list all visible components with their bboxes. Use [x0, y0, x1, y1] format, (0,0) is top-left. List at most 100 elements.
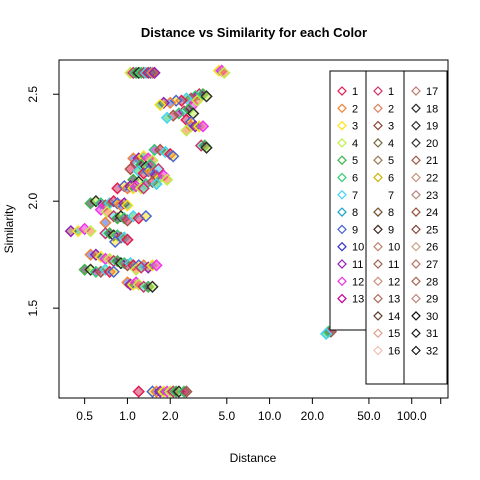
- legend-label: 27: [426, 259, 438, 271]
- legend-marker: [373, 293, 383, 304]
- data-point: [99, 216, 112, 229]
- legend-marker: [337, 172, 347, 183]
- legend-marker: [373, 224, 383, 235]
- legend-label: 1: [352, 86, 358, 98]
- legend-marker: [337, 138, 347, 148]
- legend-label: 10: [388, 242, 400, 254]
- legend-marker: [411, 224, 421, 235]
- legend: 1234567891011121312345678910111213141516…: [329, 70, 448, 385]
- data-point: [180, 385, 193, 398]
- legend-marker: [337, 224, 347, 235]
- data-point: [132, 385, 145, 398]
- legend-marker: [373, 189, 383, 200]
- legend-marker: [337, 293, 347, 304]
- legend-label: 8: [352, 207, 358, 219]
- legend-marker: [337, 155, 347, 166]
- legend-label: 19: [426, 121, 438, 133]
- legend-box: [329, 70, 369, 331]
- legend-label: 13: [388, 294, 400, 306]
- legend-marker: [411, 276, 421, 287]
- data-point: [154, 98, 167, 112]
- legend-marker: [411, 172, 421, 183]
- data-point: [167, 150, 180, 163]
- legend-marker: [411, 311, 421, 321]
- legend-label: 7: [352, 190, 358, 202]
- legend-label: 2: [352, 103, 358, 115]
- legend-marker: [411, 241, 421, 252]
- legend-label: 5: [352, 155, 358, 167]
- legend-label: 18: [426, 103, 438, 115]
- legend-label: 11: [388, 259, 399, 271]
- legend-label: 6: [388, 173, 394, 185]
- data-point: [150, 177, 163, 191]
- legend-label: 2: [388, 103, 394, 115]
- x-tick-label: 100.0: [397, 409, 427, 423]
- x-axis: 0.5 1.0 2.0 5.0 10.0 20.0 50.0 100.0: [76, 397, 442, 423]
- legend-marker: [337, 259, 347, 269]
- legend-label: 23: [426, 190, 438, 202]
- y-tick-label: 2.0: [26, 193, 40, 210]
- legend-label: 15: [388, 328, 400, 340]
- legend-label: 3: [352, 121, 358, 133]
- legend-marker: [337, 207, 347, 217]
- data-point: [150, 259, 163, 272]
- legend-label: 24: [426, 207, 438, 219]
- legend-label: 12: [388, 276, 400, 288]
- legend-marker: [411, 138, 421, 148]
- y-tick-label: 1.5: [26, 299, 40, 316]
- legend-label: 21: [426, 155, 438, 167]
- legend-marker: [337, 103, 347, 114]
- data-point: [218, 66, 231, 80]
- legend-label: 7: [388, 190, 394, 202]
- legend-label: 29: [426, 294, 438, 306]
- data-point: [319, 327, 333, 341]
- points-layer: [64, 64, 338, 398]
- data-point: [169, 94, 183, 107]
- legend-marker: [373, 172, 383, 183]
- x-tick-label: 2.0: [162, 409, 179, 423]
- legend-label: 13: [352, 294, 364, 306]
- legend-label: 22: [426, 173, 438, 185]
- legend-label: 6: [352, 173, 358, 185]
- y-axis: 1.5 2.0 2.5: [26, 86, 60, 316]
- legend-marker: [337, 276, 347, 287]
- x-tick-label: 20.0: [301, 409, 325, 423]
- legend-label: 4: [388, 138, 394, 150]
- x-tick-label: 1.0: [119, 409, 136, 423]
- legend-label: 11: [352, 259, 363, 271]
- legend-label: 1: [388, 86, 394, 98]
- legend-marker: [411, 293, 421, 304]
- data-point: [191, 94, 204, 107]
- legend-label: 20: [426, 138, 438, 150]
- data-point: [200, 90, 213, 103]
- data-point: [84, 224, 97, 238]
- legend-marker: [411, 86, 421, 96]
- legend-marker: [337, 86, 347, 96]
- data-point: [100, 205, 114, 219]
- legend-label: 9: [352, 224, 358, 236]
- data-point: [107, 265, 120, 278]
- data-point: [196, 120, 210, 133]
- legend-label: 30: [426, 311, 438, 323]
- legend-label: 9: [388, 224, 394, 236]
- legend-marker: [337, 189, 347, 200]
- x-tick-label: 5.0: [218, 409, 235, 423]
- legend-marker: [411, 103, 421, 114]
- legend-label: 10: [352, 242, 364, 254]
- data-point: [137, 182, 150, 195]
- legend-marker: [411, 120, 421, 131]
- legend-marker: [373, 138, 383, 148]
- legend-marker: [373, 155, 383, 166]
- data-point: [160, 111, 174, 124]
- legend-label: 17: [426, 86, 438, 98]
- x-tick-label: 0.5: [76, 409, 93, 423]
- legend-label: 12: [352, 276, 364, 288]
- legend-label: 28: [426, 276, 438, 288]
- legend-marker: [373, 311, 383, 321]
- data-point: [180, 124, 193, 137]
- legend-box: [403, 70, 448, 385]
- legend-marker: [373, 86, 383, 96]
- data-point: [135, 261, 148, 274]
- legend-label: 31: [426, 328, 438, 340]
